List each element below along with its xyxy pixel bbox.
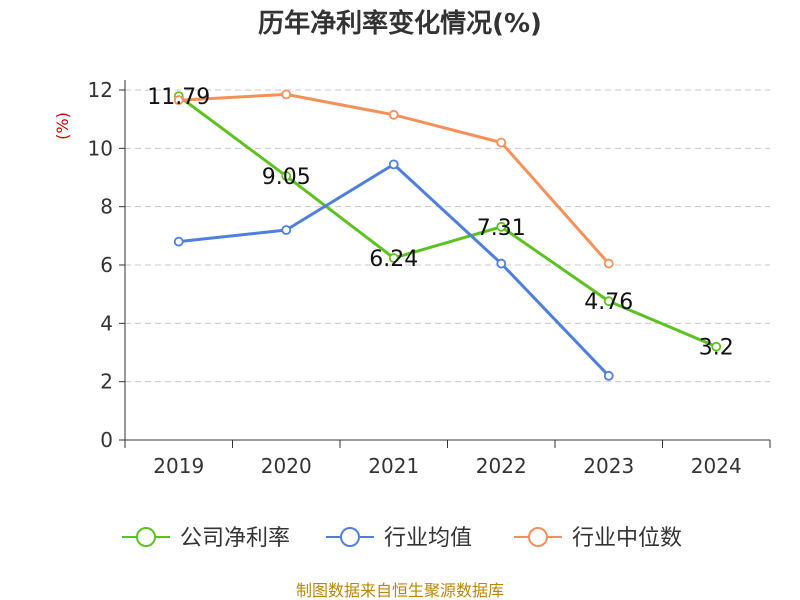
data-point bbox=[496, 221, 507, 232]
legend-item: 公司净利率 bbox=[122, 526, 290, 551]
x-tick-label: 2021 bbox=[368, 454, 419, 478]
legend-item: 行业中位数 bbox=[514, 526, 682, 551]
data-point bbox=[281, 225, 292, 235]
series-group: 11.79 9.05 6.24 7.31 4.76 3.2 bbox=[147, 85, 734, 381]
legend-marker bbox=[136, 527, 156, 547]
gridlines bbox=[125, 89, 770, 383]
y-tick-label: 2 bbox=[100, 370, 113, 394]
data-label: 7.31 bbox=[477, 216, 526, 241]
legend-marker bbox=[340, 527, 360, 547]
data-point bbox=[496, 258, 507, 269]
data-point bbox=[603, 258, 614, 269]
data-label: 3.2 bbox=[699, 336, 734, 361]
data-label: 9.05 bbox=[262, 165, 311, 190]
data-point bbox=[281, 171, 292, 181]
y-tick-label: 0 bbox=[100, 428, 113, 452]
axes: 0 2 4 6 8 10 12 2019 2020 2021 2022 2023 2024 bbox=[88, 78, 771, 478]
series-line-2 bbox=[178, 92, 610, 265]
y-tick-label: 12 bbox=[88, 78, 113, 102]
y-tick-label: 4 bbox=[100, 311, 113, 335]
data-point bbox=[388, 159, 399, 170]
legend-label: 公司净利率 bbox=[180, 526, 290, 551]
legend-marker bbox=[528, 527, 548, 547]
y-tick-label: 8 bbox=[100, 195, 113, 219]
source-note: 制图数据来自恒生聚源数据库 bbox=[296, 581, 504, 600]
data-point bbox=[281, 89, 292, 100]
y-tick-label: 10 bbox=[88, 136, 113, 160]
chart-title: 历年净利率变化情况(%) bbox=[258, 8, 542, 39]
legend-label: 行业中位数 bbox=[572, 526, 682, 551]
legend-label: 行业均值 bbox=[384, 526, 472, 551]
legend-item: 行业均值 bbox=[326, 526, 472, 551]
data-point bbox=[173, 236, 184, 247]
data-point bbox=[388, 109, 399, 120]
data-point bbox=[496, 137, 507, 148]
y-axis-label: (%) bbox=[53, 112, 72, 140]
data-point bbox=[603, 296, 614, 307]
data-point bbox=[388, 253, 399, 263]
x-tick-label: 2022 bbox=[476, 454, 527, 478]
x-tick-label: 2024 bbox=[691, 454, 742, 478]
y-tick-label: 6 bbox=[100, 253, 113, 277]
data-label: 11.79 bbox=[147, 85, 210, 110]
data-label: 4.76 bbox=[584, 290, 633, 315]
data-point bbox=[173, 95, 184, 106]
legend: 公司净利率 行业均值 行业中位数 bbox=[122, 526, 682, 551]
x-tick-label: 2019 bbox=[153, 454, 204, 478]
data-point bbox=[603, 370, 614, 381]
data-label: 6.24 bbox=[369, 247, 418, 272]
x-tick-label: 2020 bbox=[261, 454, 312, 478]
data-point bbox=[711, 341, 722, 352]
x-tick-label: 2023 bbox=[583, 454, 634, 478]
series-line-0 bbox=[177, 94, 717, 349]
